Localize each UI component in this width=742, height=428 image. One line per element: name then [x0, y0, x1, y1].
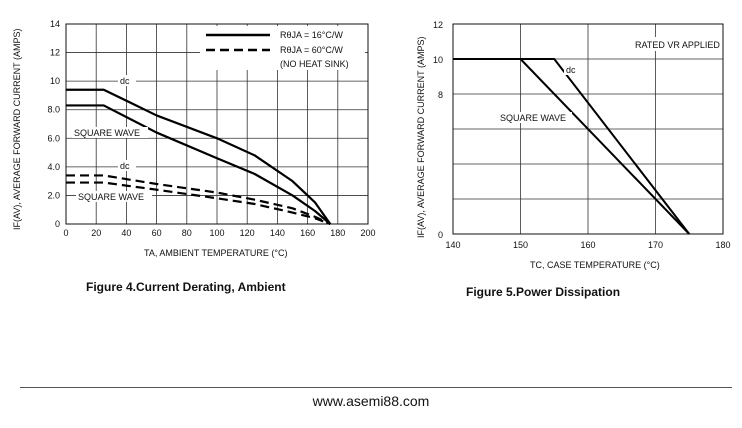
footer-url[interactable]: www.asemi88.com — [312, 393, 430, 409]
figure-4-chart: 0 20 40 60 80 100 120 140 160 180 200 0 2.0 4.0 6.0 8.… — [12, 19, 376, 294]
footer-divider — [20, 387, 732, 388]
fig4-x-tick-label: 40 — [121, 228, 131, 238]
fig4-y-tick-label: 2.0 — [47, 190, 60, 200]
fig4-y-tick-label: 6.0 — [47, 133, 60, 143]
fig4-legend-label-1: RθJA = 16°C/W — [280, 30, 343, 40]
fig4-legend-label-2: RθJA = 60°C/W — [280, 45, 343, 55]
fig4-series-line-dashed-square-wave — [66, 181, 331, 226]
fig5-x-tick-label: 150 — [513, 240, 528, 250]
fig4-series-line-solid-square-wave — [66, 104, 331, 225]
fig5-y-tick-label: 8 — [438, 90, 443, 100]
fig5-y-tick-label: 12 — [433, 20, 443, 30]
fig4-x-tick-label: 100 — [209, 228, 224, 238]
fig4-caption: Figure 4.Current Derating, Ambient — [86, 280, 286, 294]
fig5-plot-frame — [452, 23, 724, 235]
fig4-y-axis-label: IF(AV), AVERAGE FORWARD CURRENT (AMPS) — [12, 28, 22, 230]
fig4-y-tick-label: 4.0 — [47, 162, 60, 172]
fig4-annotation-dc-dashed: dc — [120, 161, 130, 171]
fig4-x-tick-label: 180 — [330, 228, 345, 238]
fig4-annotation-square-wave-dashed: SQUARE WAVE — [78, 192, 144, 202]
fig5-x-tick-label: 160 — [580, 240, 595, 250]
fig4-series-line-solid-dc — [66, 88, 332, 225]
fig4-y-tick-label: 14 — [50, 19, 60, 29]
fig5-annotation-rated-vr: RATED VR APPLIED — [635, 40, 720, 50]
fig5-x-tick-label: 170 — [648, 240, 663, 250]
fig4-x-tick-label: 140 — [270, 228, 285, 238]
fig4-x-axis-label: TA, AMBIENT TEMPERATURE (°C) — [144, 248, 287, 258]
fig4-legend-box — [200, 26, 365, 70]
fig4-x-tick-label: 160 — [300, 228, 315, 238]
fig5-series-line-square-wave — [453, 58, 690, 235]
fig5-x-tick-label: 140 — [445, 240, 460, 250]
fig4-x-tick-label: 120 — [240, 228, 255, 238]
fig5-annotation-dc: dc — [566, 65, 576, 75]
fig4-annotation-square-wave-solid: SQUARE WAVE — [74, 128, 140, 138]
fig5-x-tick-label: 180 — [715, 240, 730, 250]
fig5-y-tick-label: 0 — [438, 230, 443, 240]
fig4-legend-label-3: (NO HEAT SINK) — [280, 59, 349, 69]
fig4-x-tick-label: 80 — [182, 228, 192, 238]
fig5-annotation-square-wave: SQUARE WAVE — [500, 113, 566, 123]
fig5-caption: Figure 5.Power Dissipation — [466, 285, 620, 299]
fig4-y-tick-label: 12 — [50, 48, 60, 58]
fig5-x-axis-label: TC, CASE TEMPERATURE (°C) — [530, 260, 660, 270]
fig4-y-tick-label: 10 — [50, 76, 60, 86]
fig4-x-tick-label: 20 — [91, 228, 101, 238]
fig5-y-axis-label: IF(AV), AVERAGE FORWARD CURRENT (AMPS) — [416, 36, 426, 238]
fig4-y-tick-label: 0 — [55, 219, 60, 229]
fig5-series-line-dc — [453, 58, 691, 235]
fig4-series-line-dashed-dc — [66, 174, 331, 225]
fig4-annotation-dc-solid: dc — [120, 76, 130, 86]
fig4-x-tick-label: 60 — [152, 228, 162, 238]
fig4-plot-frame — [65, 23, 369, 225]
fig5-y-tick-label: 10 — [433, 55, 443, 65]
fig4-x-tick-label: 0 — [63, 228, 68, 238]
fig4-x-tick-label: 200 — [360, 228, 375, 238]
fig4-y-tick-label: 8.0 — [47, 105, 60, 115]
